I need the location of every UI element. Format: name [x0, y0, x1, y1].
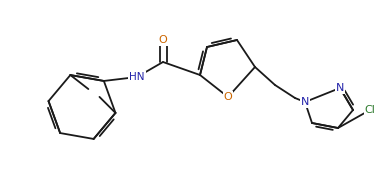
Text: O: O: [223, 92, 232, 102]
Text: O: O: [159, 35, 168, 45]
Text: N: N: [301, 97, 309, 107]
Text: HN: HN: [129, 72, 145, 82]
Text: Cl: Cl: [364, 105, 376, 115]
Text: N: N: [336, 83, 344, 93]
